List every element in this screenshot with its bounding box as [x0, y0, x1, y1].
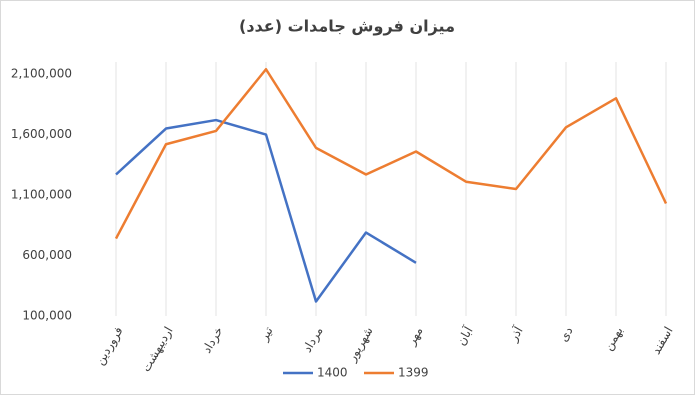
data-line — [114, 68, 668, 240]
legend-label: 1400 — [317, 366, 348, 380]
y-tick-label: 1,100,000 — [11, 188, 72, 202]
x-tick-label: دی — [556, 324, 575, 344]
chart-title: میزان فروش جامدات (عدد) — [239, 17, 455, 36]
y-tick-label: 100,000 — [22, 309, 72, 323]
data-line — [115, 118, 417, 303]
y-tick-label: 2,100,000 — [11, 67, 72, 81]
y-tick-label: 600,000 — [22, 248, 72, 262]
legend-label: 1399 — [398, 366, 429, 380]
y-tick-label: 1,600,000 — [11, 127, 72, 141]
